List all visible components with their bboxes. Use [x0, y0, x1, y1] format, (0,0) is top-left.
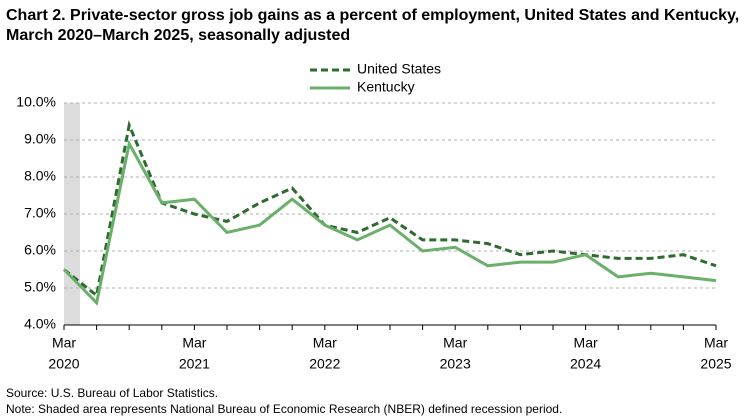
x-tick-label: 2024 — [570, 356, 601, 372]
x-tick-label: Mar — [313, 335, 337, 351]
x-tick-label: Mar — [574, 335, 598, 351]
note: Note: Shaded area represents National Bu… — [6, 402, 562, 416]
y-tick-label: 5.0% — [24, 279, 56, 295]
x-tick-label: 2025 — [700, 356, 731, 372]
x-tick-label: Mar — [443, 335, 467, 351]
chart-title: Chart 2. Private-sector gross job gains … — [6, 7, 740, 44]
y-tick-label: 4.0% — [24, 316, 56, 332]
x-tick-label: Mar — [52, 335, 76, 351]
source: Source: U.S. Bureau of Labor Statistics. — [6, 386, 218, 400]
y-tick-label: 7.0% — [24, 205, 56, 221]
legend-label: Kentucky — [357, 79, 415, 95]
series-line — [63, 120, 717, 299]
legend-label: United States — [357, 61, 441, 77]
y-tick-label: 10.0% — [16, 94, 56, 110]
x-tick-label: 2022 — [309, 356, 340, 372]
y-tick-label: 9.0% — [24, 131, 56, 147]
x-tick-label: 2020 — [48, 356, 79, 372]
y-tick-label: 8.0% — [24, 168, 56, 184]
x-tick-label: Mar — [182, 335, 206, 351]
series-line — [62, 139, 717, 306]
x-tick-label: 2023 — [440, 356, 471, 372]
y-tick-label: 6.0% — [24, 242, 56, 258]
x-tick-label: Mar — [704, 335, 728, 351]
x-tick-label: 2021 — [179, 356, 210, 372]
